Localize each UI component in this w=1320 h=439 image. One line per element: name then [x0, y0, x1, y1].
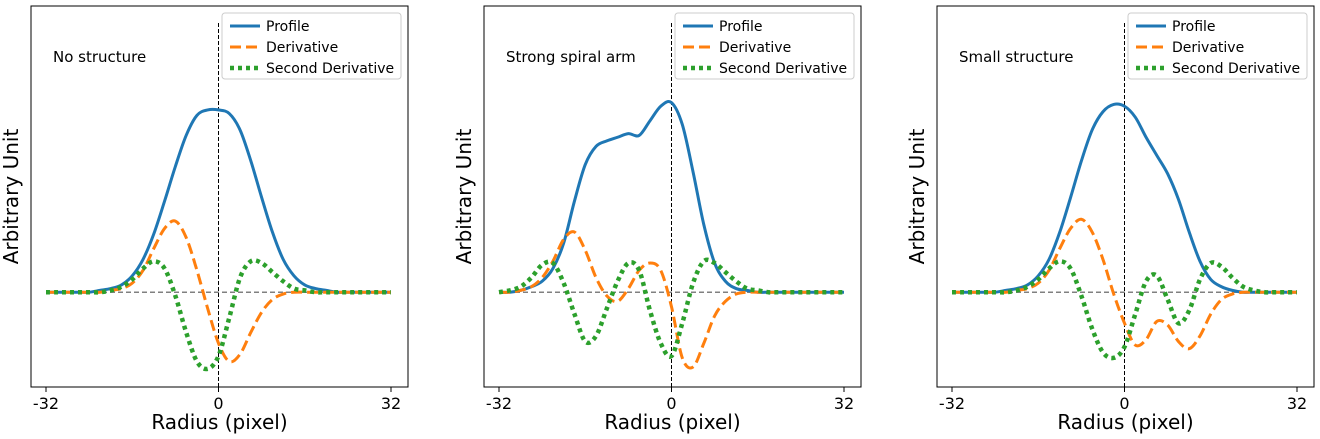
legend: Profile Derivative Second Derivative: [674, 12, 855, 80]
panel-3: -32 0 32 Radius (pixel) Arbitrary Unit Small …: [905, 5, 1315, 434]
legend-label: Derivative: [266, 40, 338, 56]
x-axis-label: Radius (pixel): [151, 410, 287, 434]
y-axis-label: Arbitrary Unit: [905, 129, 929, 265]
x-tick-label: 0: [213, 394, 223, 413]
series-line-second-derivative: [46, 257, 391, 372]
legend-label: Derivative: [1172, 40, 1244, 56]
y-axis-label: Arbitrary Unit: [0, 129, 23, 265]
legend: Profile Derivative Second Derivative: [221, 12, 402, 80]
x-axis-label: Radius (pixel): [1057, 410, 1193, 434]
legend-label: Second Derivative: [1172, 61, 1300, 77]
legend-label: Derivative: [719, 40, 791, 56]
legend-label: Profile: [266, 19, 310, 35]
legend: Profile Derivative Second Derivative: [1127, 12, 1308, 80]
x-tick-label: -32: [486, 394, 512, 413]
legend-label: Profile: [1172, 19, 1216, 35]
series-line-derivative: [498, 230, 844, 370]
x-tick-label: 32: [1287, 394, 1307, 413]
series-line-second-derivative: [498, 257, 844, 359]
panel-2: -32 0 32 Radius (pixel) Arbitrary Unit Strong…: [452, 5, 862, 434]
legend-box: [221, 12, 402, 80]
legend-label: Profile: [719, 19, 763, 35]
legend-label: Second Derivative: [266, 61, 394, 77]
panel-1: -32 0 32 Radius (pixel) Arbitrary Unit No str…: [0, 5, 409, 434]
x-tick-label: -32: [33, 394, 59, 413]
x-tick-label: 0: [1119, 394, 1129, 413]
y-axis-label: Arbitrary Unit: [452, 129, 476, 265]
legend-box: [1127, 12, 1308, 80]
panel-annotation: Strong spiral arm: [506, 48, 636, 66]
series-line-second-derivative: [952, 258, 1297, 361]
x-tick-label: -32: [939, 394, 965, 413]
panel-annotation: Small structure: [959, 48, 1074, 66]
panel-annotation: No structure: [53, 48, 146, 66]
x-axis-label: Radius (pixel): [604, 410, 740, 434]
x-tick-label: 32: [381, 394, 401, 413]
x-tick-label: 0: [666, 394, 676, 413]
legend-label: Second Derivative: [719, 61, 847, 77]
x-tick-label: 32: [834, 394, 854, 413]
legend-box: [674, 12, 855, 80]
